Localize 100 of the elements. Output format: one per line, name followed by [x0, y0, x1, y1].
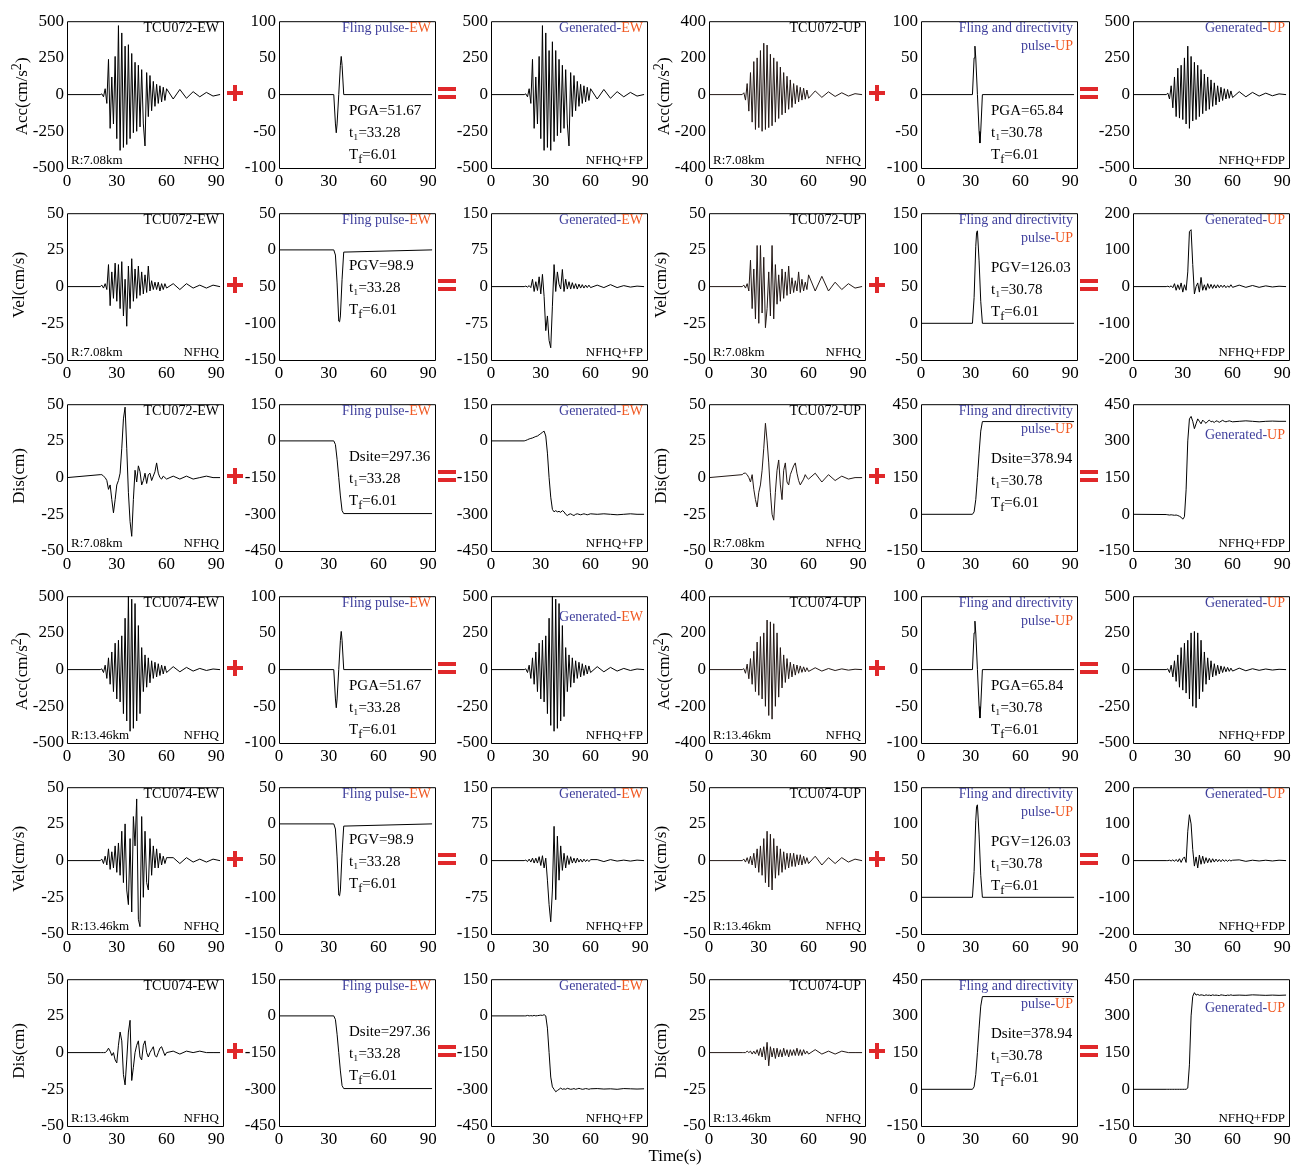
annotation: Dsite=297.36: [349, 1022, 431, 1041]
annotation: T$_{f}$=6.01: [349, 1066, 399, 1089]
x-tick-label: 60: [158, 1128, 176, 1148]
annotation: T$_{f}$=6.01: [349, 491, 399, 515]
text: R:13.46km NFHQ: [71, 918, 219, 934]
y-tick-label: 150: [1104, 467, 1130, 487]
text: R:13.46km NFHQ: [713, 726, 861, 742]
x-tick-label: 90: [849, 170, 867, 190]
annotation: PGA=51.67: [349, 675, 422, 695]
y-tick-label: -500: [456, 157, 488, 177]
y-tick-label: 500: [462, 10, 488, 30]
y-tick-label: 50: [259, 850, 276, 870]
x-tick-label: 60: [158, 937, 176, 957]
y-tick-label: 0: [267, 238, 276, 258]
x-tick-label: 60: [582, 745, 600, 765]
text: R:7.08km NFHQ: [71, 152, 219, 167]
chart-title: Fling pulse-EW: [341, 403, 431, 419]
annotation: NFHQ+FP: [585, 1110, 643, 1125]
x-tick-label: 90: [1273, 745, 1291, 765]
y-tick-label: 400: [680, 10, 706, 30]
y-tick-label: 0: [55, 467, 64, 487]
y-tick-label: 25: [689, 1005, 706, 1025]
y-tick-label: 200: [680, 622, 706, 642]
y-tick-label: -400: [674, 157, 706, 177]
y-tick-label: 100: [892, 813, 918, 833]
y-tick-label: 150: [892, 467, 918, 487]
y-tick-label: 50: [47, 968, 64, 988]
y-tick-label: -50: [683, 1115, 706, 1135]
y-tick-label: 50: [47, 393, 64, 413]
annotation: PGV=98.9: [349, 830, 414, 850]
y-tick-label: 250: [462, 47, 488, 67]
y-tick-label: 250: [38, 47, 64, 67]
y-axis-title: Vel(cm/s): [651, 250, 671, 320]
x-tick-label: 90: [849, 553, 867, 573]
annotation: T$_{f}$=6.01: [991, 145, 1041, 168]
x-tick-label: 30: [1174, 553, 1192, 573]
y-tick-label: 100: [892, 585, 918, 605]
x-tick-label: 90: [1061, 937, 1079, 957]
chart-title: TCU074-EW: [143, 785, 219, 804]
y-tick-label: -50: [683, 923, 706, 943]
y-tick-label: 0: [267, 1005, 276, 1025]
y-tick-label: 0: [479, 850, 488, 870]
y-tick-label: 0: [909, 312, 918, 332]
y-tick-label: 0: [1121, 1078, 1130, 1098]
y-tick-label: 250: [38, 622, 64, 642]
x-tick-label: 30: [962, 553, 980, 573]
y-tick-label: 100: [250, 10, 276, 30]
text: Fling and directivity pulse-UP: [958, 20, 1073, 53]
chart-title: TCU074-UP: [789, 785, 861, 804]
x-tick-label: 30: [1174, 362, 1192, 382]
y-tick-label: -200: [1098, 349, 1130, 369]
y-tick-label: -50: [895, 349, 918, 369]
x-tick-label: 30: [532, 937, 550, 957]
x-tick-label: 90: [1273, 937, 1291, 957]
y-tick-label: 150: [462, 777, 488, 797]
y-tick-label: 0: [1121, 275, 1130, 295]
x-tick-label: 60: [582, 553, 600, 573]
x-tick-label: 90: [419, 553, 437, 573]
annotation: Dsite=297.36: [349, 447, 431, 467]
y-tick-label: 500: [1104, 585, 1130, 605]
x-tick-label: 60: [582, 1128, 600, 1148]
y-tick-label: -250: [456, 695, 488, 715]
annotation: PGA=51.67: [349, 101, 422, 120]
y-tick-label: -25: [41, 312, 64, 332]
y-tick-label: 0: [55, 850, 64, 870]
x-tick-label: 90: [1061, 362, 1079, 382]
y-tick-label: 0: [55, 658, 64, 678]
y-tick-label: -100: [244, 312, 276, 332]
x-tick-label: 90: [207, 553, 225, 573]
y-tick-label: -50: [253, 120, 276, 140]
y-tick-label: 0: [479, 84, 488, 104]
chart-title: Fling pulse-EW: [341, 20, 431, 35]
chart-title: TCU074-EW: [143, 593, 219, 612]
y-tick-label: -100: [886, 732, 918, 752]
y-tick-label: -100: [244, 157, 276, 177]
x-tick-label: 90: [631, 745, 649, 765]
y-tick-label: 0: [697, 275, 706, 295]
annotation: PGA=65.84: [991, 101, 1064, 120]
x-tick-label: 90: [1273, 553, 1291, 573]
y-tick-label: 150: [250, 393, 276, 413]
x-tick-label: 30: [108, 1128, 126, 1148]
y-tick-label: 0: [55, 275, 64, 295]
chart-title: TCU074-UP: [789, 977, 861, 995]
y-tick-label: -450: [244, 540, 276, 560]
x-tick-label: 90: [631, 553, 649, 573]
y-tick-label: -100: [1098, 887, 1130, 907]
x-tick-label: 30: [532, 745, 550, 765]
y-tick-label: -500: [456, 732, 488, 752]
y-tick-label: 0: [909, 84, 918, 104]
y-tick-label: 75: [471, 813, 488, 833]
y-axis-title: Dis(cm): [9, 1022, 29, 1081]
annotation: T$_{f}$=6.01: [991, 876, 1041, 900]
text: R:7.08km NFHQ: [713, 535, 861, 551]
x-tick-label: 90: [1061, 553, 1079, 573]
y-tick-label: 25: [47, 1005, 64, 1025]
y-tick-label: 75: [471, 238, 488, 258]
y-tick-label: -50: [895, 923, 918, 943]
y-tick-label: 300: [1104, 430, 1130, 450]
chart-title: Generated-UP: [1204, 20, 1285, 35]
x-tick-label: 30: [108, 937, 126, 957]
